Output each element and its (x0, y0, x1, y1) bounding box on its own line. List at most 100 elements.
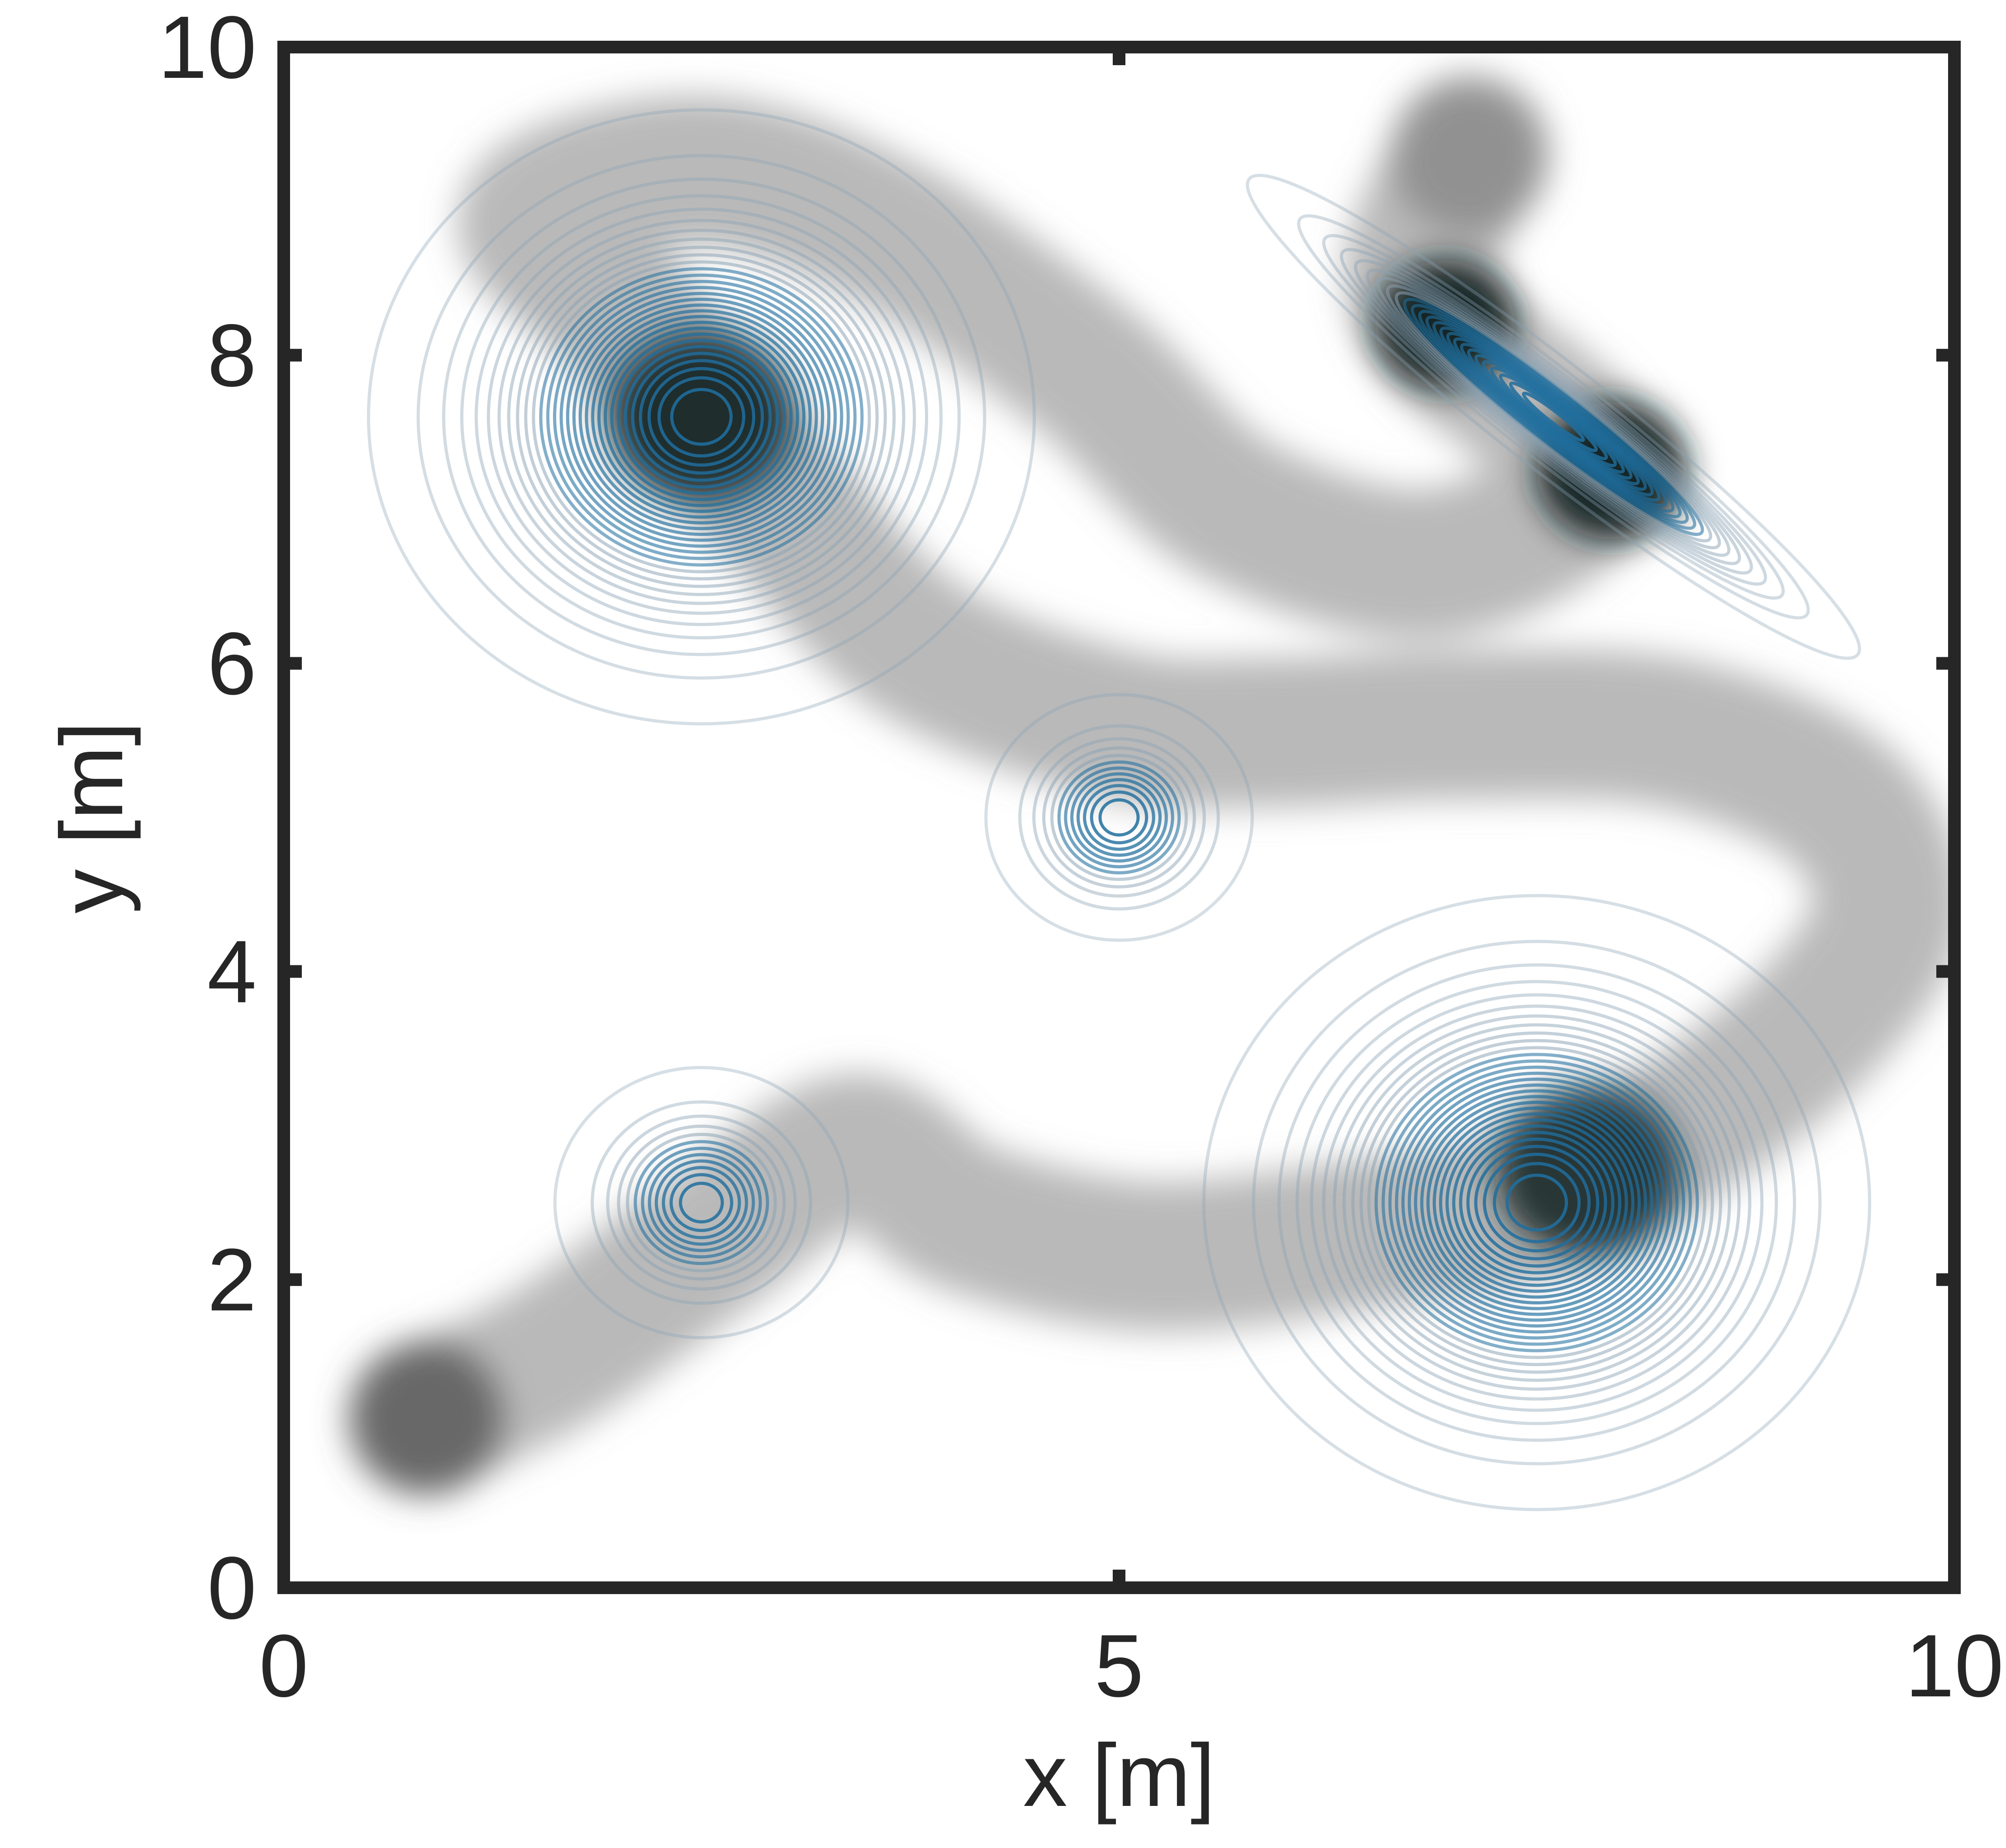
contour-line (657, 376, 746, 458)
contour-line (647, 367, 756, 467)
x-tick-label: 5 (1094, 1616, 1144, 1715)
contour-line (1076, 778, 1162, 857)
contour-line (604, 326, 799, 507)
contour-line (1466, 1137, 1607, 1268)
contour-line (1509, 381, 1598, 453)
contour-line (670, 387, 733, 446)
y-tick-label: 6 (207, 614, 257, 713)
contour-line (1333, 1014, 1741, 1391)
contour-line (553, 280, 850, 554)
contour-line (591, 315, 812, 519)
contour-line (597, 320, 805, 513)
contour-line (606, 1114, 797, 1291)
x-tick-label: 10 (1905, 1616, 2004, 1715)
contour-line (1297, 214, 1810, 620)
contour-line (1098, 798, 1140, 837)
contour-line (669, 1173, 734, 1232)
contour-line (617, 1124, 786, 1281)
contour-line (1322, 234, 1785, 600)
contour-line (654, 1159, 748, 1246)
contour-line (1445, 1118, 1628, 1287)
contour-line (1310, 993, 1764, 1412)
x-axis-label: x [m] (1023, 1726, 1215, 1825)
contour-line (1439, 1112, 1634, 1293)
y-tick-label: 10 (158, 0, 257, 97)
contour-line (1252, 940, 1822, 1466)
contour-line (1050, 754, 1188, 881)
contour-line (1366, 268, 1741, 565)
contour-line (1426, 1100, 1647, 1305)
trajectory-path (351, 80, 1954, 1493)
contour-line (1342, 1023, 1731, 1382)
contour-line (641, 1146, 762, 1259)
tick-marks (277, 41, 1961, 1594)
contour-line (416, 154, 986, 680)
contour-line (984, 693, 1254, 942)
contour-line (1202, 894, 1872, 1511)
contour-line (648, 1153, 755, 1252)
contour-line (1322, 1004, 1752, 1401)
contour-line (1367, 1046, 1706, 1359)
contour-line (1376, 277, 1731, 557)
contour-line (1492, 1162, 1581, 1243)
contour-line (1474, 1145, 1600, 1261)
y-axis-label: y [m] (42, 721, 141, 914)
contour-group-peak-bottom-right (1202, 894, 1872, 1511)
contour-line (617, 339, 786, 495)
contour-line (1018, 724, 1220, 911)
contour-line (1482, 1152, 1591, 1253)
contour-line (442, 177, 961, 656)
trajectory-end-marker (1391, 76, 1549, 234)
contour-layer (367, 108, 1872, 1511)
contour-line (1354, 259, 1753, 575)
contour-line (532, 260, 871, 573)
contour-line (1246, 174, 1861, 660)
contour-group-peak-bottom-left (553, 1066, 850, 1339)
contour-line (638, 359, 764, 475)
contour-line (1057, 760, 1181, 874)
contour-line (1374, 1053, 1699, 1352)
contour-line (507, 237, 896, 597)
contour-line (553, 1066, 850, 1339)
y-tick-label: 8 (207, 306, 257, 405)
contour-line (1401, 1077, 1672, 1328)
contour-line (578, 303, 824, 530)
dark-density-blob (609, 332, 794, 502)
contour-line (1083, 784, 1155, 851)
contour-line (1042, 746, 1196, 888)
contour-line (1386, 284, 1721, 549)
contour-line (1277, 963, 1796, 1442)
contour-line (516, 245, 887, 588)
contour-line (1414, 1089, 1660, 1316)
contour-line (460, 194, 943, 640)
contour-line (572, 297, 831, 536)
contour-line (631, 352, 772, 482)
contour-line (624, 345, 779, 489)
contour-line (1070, 772, 1168, 863)
contour-line (1388, 1065, 1685, 1340)
contour-line (559, 286, 843, 548)
contour-line (1382, 1059, 1692, 1346)
contour-line (1395, 1071, 1679, 1334)
trajectory-start-marker (348, 1341, 503, 1495)
contour-line (626, 1132, 777, 1273)
contour-line (546, 273, 857, 560)
contour-line (1459, 1131, 1615, 1275)
trajectory-layer (348, 76, 1954, 1495)
contour-line (662, 1166, 741, 1239)
contour-group-peak-center (984, 693, 1254, 942)
contour-line (1295, 980, 1778, 1425)
contour-line (679, 1181, 724, 1224)
contour-line (1339, 248, 1767, 586)
contour-line (1090, 790, 1148, 845)
y-tick-label: 0 (207, 1538, 257, 1638)
y-tick-label: 2 (207, 1230, 257, 1329)
contour-line (486, 219, 916, 615)
contour-group-peak-top-right (1246, 174, 1861, 660)
contour-line (367, 108, 1036, 726)
contour-line (1522, 392, 1585, 442)
contour-line (539, 267, 864, 567)
contour-line (1032, 737, 1206, 898)
contour-line (610, 332, 793, 501)
